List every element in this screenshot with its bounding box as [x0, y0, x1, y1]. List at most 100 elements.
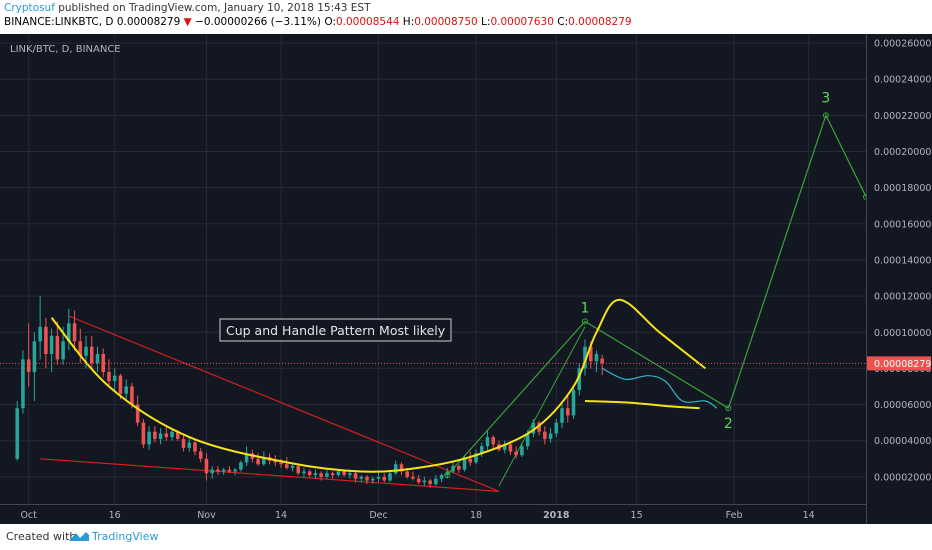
x-tick-label: 16 — [109, 510, 121, 521]
candle-body — [273, 460, 278, 463]
candle-body — [583, 346, 587, 369]
candle — [233, 467, 237, 476]
candle — [193, 440, 197, 456]
price-change: −0.00000266 (−3.11%) — [195, 16, 322, 28]
price-axis[interactable]: 0.000020000.000040000.000060000.00008000… — [866, 34, 932, 524]
author-link[interactable]: Cryptosuf — [4, 2, 55, 14]
time-axis[interactable]: Oct 16 Nov 14 Dec 18 2018 15 Feb 14 — [0, 504, 866, 524]
candle — [428, 478, 432, 488]
annotation-frame — [219, 318, 452, 342]
candle-body — [193, 442, 197, 452]
candle — [313, 469, 318, 479]
projection-path — [601, 367, 718, 409]
candle-body — [520, 446, 524, 456]
candle — [15, 400, 19, 461]
candle-body — [537, 422, 541, 432]
x-tick-label: 15 — [631, 510, 643, 521]
candle-body — [101, 353, 106, 373]
candle — [153, 426, 157, 443]
candle-body — [141, 422, 146, 445]
drawings-back — [40, 315, 586, 492]
candle-body — [302, 471, 306, 474]
symbol-line: BINANCE:LINKBTC, D 0.00008279 ▼ −0.00000… — [4, 16, 632, 28]
candle-body — [393, 464, 398, 474]
down-arrow-icon: ▼ — [183, 16, 192, 28]
candle — [170, 429, 174, 441]
candle — [67, 308, 71, 351]
close-value: 0.00008279 — [568, 16, 632, 28]
candle — [479, 442, 484, 457]
candle — [49, 328, 54, 373]
candle-body — [508, 444, 513, 452]
candle-body — [233, 469, 237, 472]
candle-body — [107, 372, 111, 382]
candle — [434, 475, 438, 486]
candle — [107, 359, 111, 387]
candle-body — [61, 341, 65, 360]
candle — [32, 332, 37, 401]
candle-body — [55, 335, 60, 360]
y-tick-label: 0.00004000 — [874, 436, 931, 447]
candle — [583, 339, 587, 376]
elliott-wave-path — [446, 113, 867, 476]
candle — [571, 386, 576, 420]
y-tick-label: 0.00022000 — [874, 111, 931, 122]
candle-body — [284, 464, 289, 468]
candle-body — [514, 451, 518, 456]
candle — [502, 440, 507, 454]
candle — [565, 395, 570, 423]
candle-body — [21, 359, 25, 409]
y-tick-label: 0.00018000 — [874, 183, 931, 194]
candle — [554, 419, 559, 438]
candle-body — [244, 453, 249, 463]
tradingview-link[interactable]: TradingView — [92, 530, 159, 543]
wave-label: 2 — [724, 416, 733, 432]
candle — [439, 473, 444, 483]
chart-background — [0, 34, 932, 524]
candle-body — [216, 469, 220, 472]
chart-title: LINK/BTC, D, BINANCE — [10, 44, 121, 55]
candle-body — [256, 458, 260, 465]
candle-body — [445, 471, 450, 476]
candle — [416, 475, 421, 485]
candle-body — [38, 326, 42, 342]
last-price-box — [867, 356, 931, 371]
candle — [124, 379, 128, 401]
last-price: 0.00008279 — [116, 16, 181, 28]
candle-body — [187, 442, 192, 448]
candle — [44, 317, 48, 369]
candle-body — [525, 433, 530, 447]
candle-body — [67, 323, 71, 342]
candle — [382, 473, 387, 483]
symbol-name: BINANCE:LINKBTC, D — [4, 16, 114, 28]
candle — [330, 471, 335, 479]
y-tick-label: 0.00012000 — [874, 292, 931, 303]
candle-body — [411, 476, 415, 479]
candle-body — [330, 473, 335, 476]
candle — [600, 354, 604, 376]
candle — [457, 464, 461, 474]
y-tick-label: 0.00014000 — [874, 255, 931, 266]
candle-body — [554, 422, 559, 434]
candle-body — [44, 326, 48, 354]
wave-point — [444, 472, 451, 479]
low-value: 0.00007630 — [490, 16, 554, 28]
candle — [26, 323, 31, 387]
candle — [485, 429, 490, 450]
candle — [411, 471, 415, 481]
candle-body — [359, 476, 364, 479]
candle — [393, 460, 398, 476]
candle-body — [176, 431, 180, 439]
candle — [514, 446, 518, 459]
candle-body — [135, 404, 140, 423]
annotation-box[interactable]: Cup and Handle Pattern Most likely — [219, 318, 452, 342]
candle-body — [405, 471, 409, 477]
candle — [38, 296, 42, 360]
last-price-label: 0.00008279 — [867, 356, 931, 371]
price-chart[interactable]: LINK/BTC, D, BINANCE 1 2 3 Cup and Handle … — [0, 34, 932, 524]
candle — [198, 447, 203, 463]
x-tick-label: Feb — [726, 510, 743, 521]
candle — [548, 428, 553, 443]
created-with-label: Created with — [6, 530, 77, 543]
red-trendline — [68, 315, 500, 492]
